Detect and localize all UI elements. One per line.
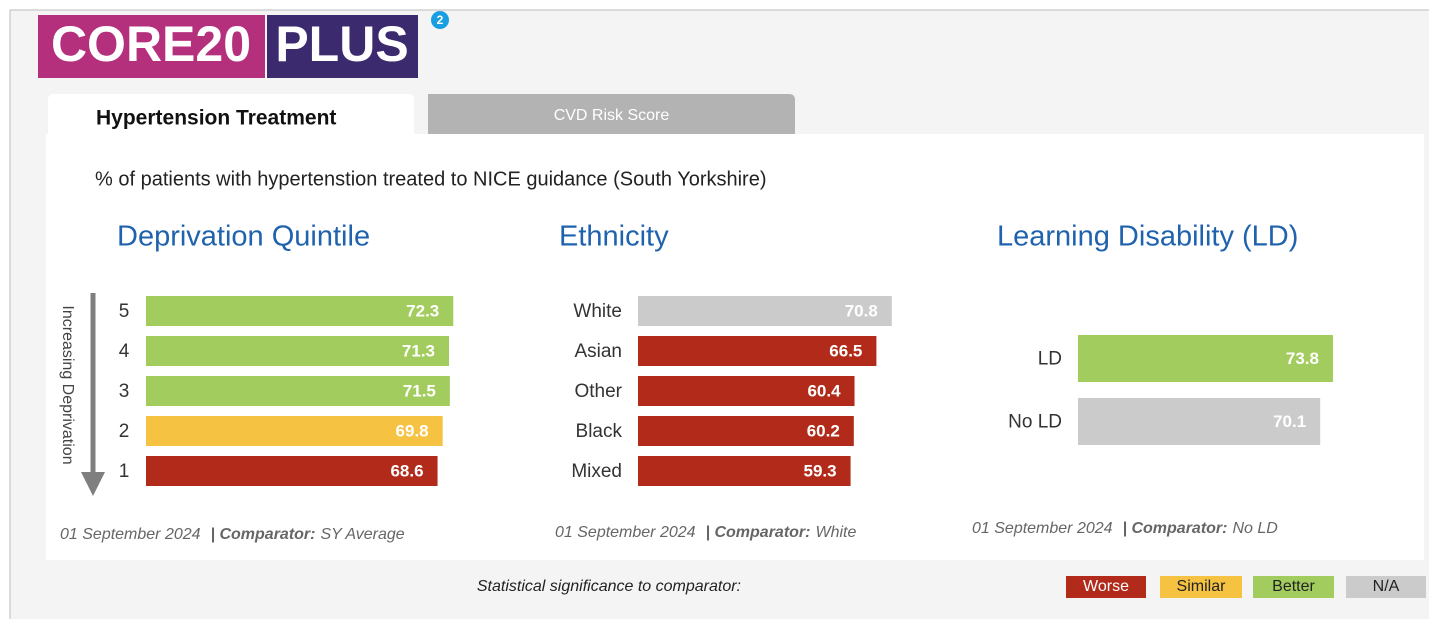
- value-label: 69.8: [396, 421, 429, 440]
- footer: 01 September 2024 | Comparator: White: [555, 524, 856, 541]
- value-label: 72.3: [406, 301, 439, 320]
- category-label: Other: [574, 381, 622, 402]
- subtitle: % of patients with hypertenstion treated…: [95, 168, 767, 190]
- footer: 01 September 2024 | Comparator: SY Average: [60, 526, 405, 543]
- category-label: 4: [119, 341, 130, 362]
- tab-label[interactable]: CVD Risk Score: [554, 107, 670, 124]
- logo-right-box: [267, 15, 418, 78]
- axis-label: Increasing Deprivation: [59, 305, 76, 464]
- bar: [1078, 398, 1321, 445]
- value-label: 70.1: [1273, 412, 1306, 431]
- legend-swatch: [1066, 576, 1146, 598]
- legend-swatch: [1346, 576, 1426, 598]
- footer-comparator-label: | Comparator:: [1123, 520, 1228, 537]
- legend-label: Worse: [1083, 578, 1129, 595]
- logo-right: PLUS: [275, 16, 408, 72]
- category-label: 5: [119, 301, 130, 322]
- value-label: 59.3: [803, 461, 836, 480]
- logo-left: CORE20: [51, 16, 251, 72]
- bar: [146, 296, 454, 326]
- legend-swatch: [1253, 576, 1334, 598]
- legend-label: Similar: [1177, 578, 1227, 595]
- legend-swatch: [1160, 576, 1242, 598]
- chart-title: Ethnicity: [559, 221, 669, 253]
- bar: [638, 376, 855, 406]
- badge: [431, 11, 449, 29]
- footer-comparator: No LD: [1232, 520, 1278, 537]
- bar: [146, 456, 438, 486]
- footer-comparator-label: | Comparator:: [706, 524, 811, 541]
- tab[interactable]: [428, 94, 795, 134]
- axis-arrow-head: [81, 472, 105, 496]
- tab-label[interactable]: Hypertension Treatment: [96, 107, 336, 130]
- legend-title: Statistical significance to comparator:: [477, 578, 741, 595]
- bar: [638, 416, 854, 446]
- category-label: Asian: [574, 341, 622, 362]
- value-label: 73.8: [1286, 349, 1319, 368]
- tab[interactable]: [48, 94, 414, 134]
- category-label: 3: [119, 381, 130, 402]
- value-label: 71.3: [402, 341, 435, 360]
- bar: [146, 336, 450, 366]
- bar: [146, 416, 443, 446]
- legend-label: N/A: [1373, 578, 1400, 595]
- logo-left-box: [38, 15, 265, 78]
- category-label: No LD: [1008, 412, 1062, 433]
- chart-title: Deprivation Quintile: [117, 221, 370, 253]
- value-label: 60.4: [807, 381, 841, 400]
- badge-text: 2: [437, 13, 444, 27]
- category-label: LD: [1038, 349, 1062, 370]
- bar: [638, 336, 877, 366]
- footer-comparator: White: [815, 524, 856, 541]
- category-label: Black: [576, 421, 623, 442]
- value-label: 66.5: [829, 341, 862, 360]
- bar: [146, 376, 450, 406]
- category-label: White: [573, 301, 622, 322]
- footer-date: 01 September 2024: [555, 524, 696, 541]
- value-label: 68.6: [390, 461, 423, 480]
- value-label: 60.2: [807, 421, 840, 440]
- footer-date: 01 September 2024: [60, 526, 201, 543]
- chart-title: Learning Disability (LD): [997, 221, 1298, 253]
- category-label: 2: [119, 421, 130, 442]
- bar: [1078, 335, 1333, 382]
- value-label: 71.5: [403, 381, 436, 400]
- footer-date: 01 September 2024: [972, 520, 1113, 537]
- value-label: 70.8: [845, 301, 878, 320]
- legend-label: Better: [1272, 578, 1315, 595]
- category-label: Mixed: [571, 461, 622, 482]
- category-label: 1: [119, 461, 130, 482]
- footer: 01 September 2024 | Comparator: No LD: [972, 520, 1278, 537]
- bar: [638, 456, 851, 486]
- footer-comparator-label: | Comparator:: [211, 526, 316, 543]
- footer-comparator: SY Average: [320, 526, 404, 543]
- bar: [638, 296, 892, 326]
